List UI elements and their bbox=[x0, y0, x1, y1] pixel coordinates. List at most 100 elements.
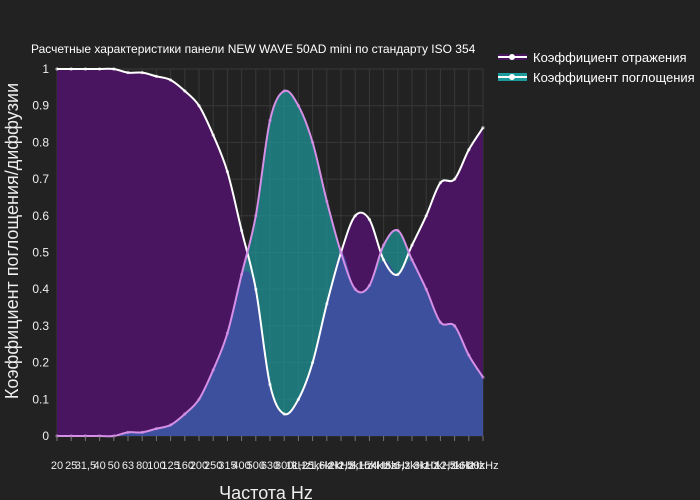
series-point-1 bbox=[467, 353, 471, 357]
series-point-0 bbox=[154, 74, 158, 78]
y-tick-label: 0.1 bbox=[32, 392, 49, 406]
y-tick-label: 1 bbox=[42, 62, 49, 76]
x-tick-label: 31,5 bbox=[75, 460, 96, 472]
series-point-1 bbox=[225, 331, 229, 335]
x-tick-label: 2kHz bbox=[328, 460, 353, 472]
series-point-0 bbox=[282, 412, 286, 416]
series-point-0 bbox=[211, 133, 215, 137]
series-point-1 bbox=[126, 430, 130, 434]
series-point-0 bbox=[83, 67, 87, 71]
x-tick-label: 315 bbox=[218, 460, 236, 472]
x-tick-label: 630 bbox=[261, 460, 279, 472]
series-point-0 bbox=[98, 67, 102, 71]
series-point-1 bbox=[382, 243, 386, 247]
series-point-0 bbox=[396, 272, 400, 277]
series-point-0 bbox=[183, 89, 187, 93]
legend-marker bbox=[509, 54, 515, 60]
series-point-0 bbox=[325, 302, 329, 306]
x-tick-label: 50 bbox=[108, 460, 120, 472]
series-point-1 bbox=[410, 258, 414, 262]
series-point-0 bbox=[240, 228, 244, 233]
series-point-1 bbox=[282, 89, 286, 93]
series-point-1 bbox=[339, 250, 343, 255]
y-tick-label: 0.5 bbox=[32, 246, 49, 260]
y-tick-label: 0 bbox=[42, 429, 49, 443]
x-tick-label: 200 bbox=[190, 460, 208, 472]
x-tick-label: 10kHz bbox=[425, 460, 456, 472]
x-tick-label: 800 bbox=[275, 460, 293, 472]
series-point-0 bbox=[69, 67, 73, 71]
series-point-0 bbox=[467, 148, 471, 152]
series-point-0 bbox=[438, 181, 442, 185]
x-tick-label: 8kHz bbox=[414, 460, 439, 472]
x-tick-label: 63 bbox=[122, 460, 134, 472]
series-point-0 bbox=[140, 71, 144, 75]
series-point-1 bbox=[396, 228, 400, 233]
y-axis: 0 0.1 0.2 0.3 0.4 0.5 0.6 0.7 0.8 0.9 1 bbox=[32, 62, 49, 443]
legend-label: Коэффициент отражения bbox=[533, 50, 687, 65]
areas bbox=[57, 68, 483, 437]
series-point-1 bbox=[367, 283, 371, 288]
x-tick-label: 1kHz bbox=[286, 460, 311, 472]
x-tick-label: 5kHz bbox=[385, 460, 410, 472]
series-point-1 bbox=[197, 397, 201, 401]
x-tick-label: 6,3kHz bbox=[395, 460, 429, 472]
series-point-0 bbox=[225, 170, 229, 174]
x-tick-label: 80 bbox=[136, 460, 148, 472]
series-point-1 bbox=[268, 118, 272, 122]
series-point-0 bbox=[367, 217, 371, 222]
x-tick-label: 25 bbox=[65, 460, 77, 472]
series-point-1 bbox=[453, 324, 457, 328]
x-tick-label: 4kHz bbox=[371, 460, 396, 472]
x-axis-title: Частота Hz bbox=[219, 483, 313, 500]
series-point-0 bbox=[353, 214, 357, 218]
series-point-0 bbox=[169, 78, 173, 82]
chart-title: Расчетные характеристики панели NEW WAVE… bbox=[31, 42, 476, 56]
x-tick-label: 160 bbox=[176, 460, 194, 472]
series-point-1 bbox=[140, 430, 144, 434]
x-tick-label: 125 bbox=[161, 460, 179, 472]
series-point-0 bbox=[126, 71, 130, 75]
series-point-0 bbox=[296, 397, 300, 401]
x-tick-label: 16kHz bbox=[453, 460, 484, 472]
x-tick-label: 12,5kHz bbox=[434, 460, 474, 472]
series-point-1 bbox=[211, 368, 215, 372]
series-point-1 bbox=[254, 214, 258, 218]
series-point-1 bbox=[481, 375, 485, 379]
y-tick-label: 0.8 bbox=[32, 135, 49, 149]
y-tick-label: 0.2 bbox=[32, 356, 49, 370]
legend-marker bbox=[509, 74, 515, 80]
series-point-0 bbox=[481, 126, 485, 130]
series-point-0 bbox=[410, 243, 414, 247]
series-point-0 bbox=[424, 214, 428, 218]
series-point-0 bbox=[268, 383, 272, 387]
series-point-0 bbox=[55, 67, 59, 71]
series-point-0 bbox=[197, 104, 201, 108]
series-point-1 bbox=[325, 199, 329, 203]
series-point-0 bbox=[453, 177, 457, 181]
legend: Коэффициент отражения Коэффициент поглоще… bbox=[498, 50, 695, 85]
series-point-0 bbox=[254, 287, 258, 291]
y-tick-label: 0.9 bbox=[32, 99, 49, 113]
lines bbox=[55, 67, 485, 438]
x-tick-label: 1,25kHz bbox=[292, 460, 332, 472]
series-point-0 bbox=[311, 361, 315, 365]
series-point-1 bbox=[296, 104, 300, 108]
series-point-0 bbox=[382, 258, 386, 262]
x-tick-label: 400 bbox=[232, 460, 250, 472]
y-tick-label: 0.7 bbox=[32, 172, 49, 186]
x-tick-label: 100 bbox=[147, 460, 165, 472]
x-tick-label: 1,6kHz bbox=[310, 460, 344, 472]
x-tick-label: 250 bbox=[204, 460, 222, 472]
series-point-1 bbox=[424, 287, 428, 291]
series-point-1 bbox=[438, 320, 442, 324]
series-point-1 bbox=[169, 423, 173, 427]
x-tick-label: 20kHz bbox=[467, 460, 498, 472]
x-tick-label: 20 bbox=[51, 460, 63, 472]
series-point-0 bbox=[112, 67, 116, 71]
series-point-1 bbox=[154, 427, 158, 431]
y-tick-label: 0.6 bbox=[32, 209, 49, 223]
legend-label: Коэффициент поглощения bbox=[533, 70, 695, 85]
